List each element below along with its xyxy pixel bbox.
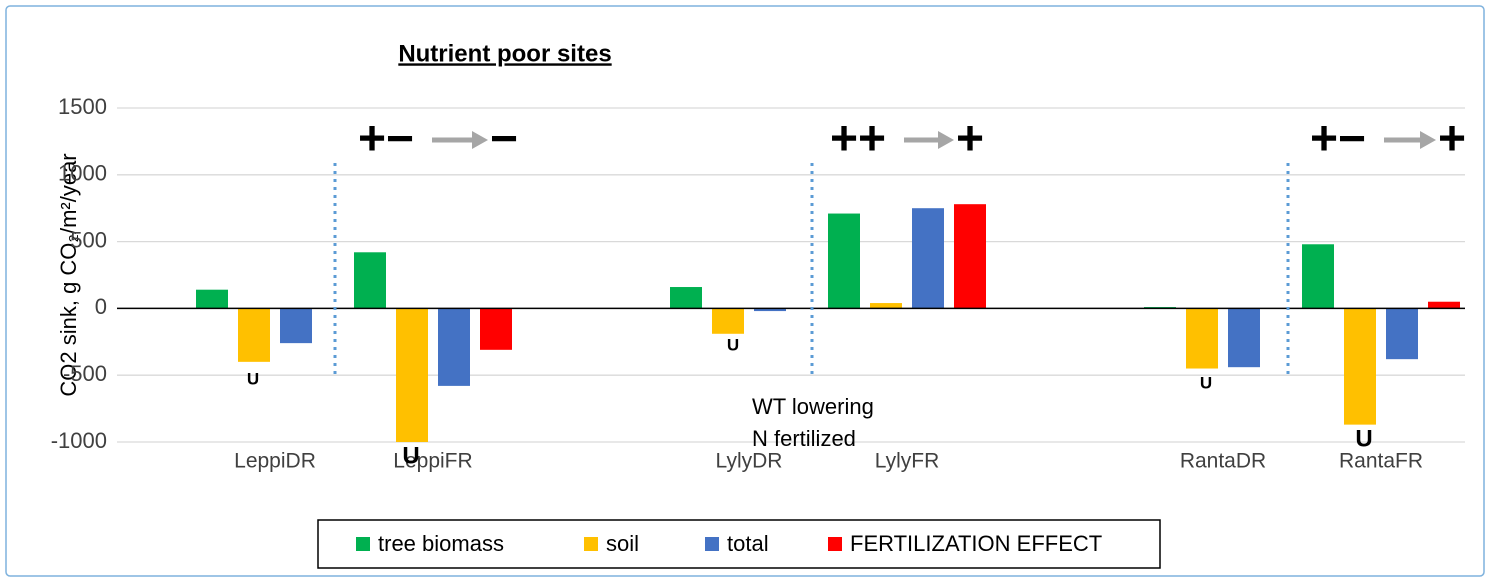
bar: [1228, 308, 1260, 368]
bar: [396, 308, 428, 442]
x-tick-label: RantaDR: [1180, 450, 1266, 473]
legend-label: tree biomass: [378, 531, 504, 556]
u-label: U: [402, 442, 419, 469]
legend-swatch: [828, 537, 842, 551]
bar: [1302, 244, 1334, 309]
u-label: U: [727, 335, 739, 354]
y-axis-label: CO2 sink, g CO₂/m²/year: [56, 153, 81, 396]
bar: [280, 308, 312, 344]
bar: [954, 204, 986, 309]
bar: [670, 287, 702, 309]
note: N fertilized: [752, 426, 856, 451]
bar: [828, 213, 860, 309]
bar: [1344, 308, 1376, 425]
legend-label: total: [727, 531, 769, 556]
frame: [5, 5, 1485, 577]
x-tick-label: LeppiDR: [234, 450, 316, 473]
bar: [196, 289, 228, 309]
bar: [912, 208, 944, 309]
note: WT lowering: [752, 394, 874, 419]
bar: [238, 308, 270, 362]
sign-before: ++: [830, 113, 886, 166]
x-tick-label: LylyDR: [716, 450, 783, 473]
bar: [754, 308, 786, 312]
y-tick-label: 0: [95, 294, 107, 319]
legend-box: [317, 519, 1161, 569]
y-tick-label: -500: [63, 361, 107, 386]
y-tick-label: 1500: [58, 94, 107, 119]
u-label: U: [1200, 373, 1212, 392]
sign-arrowhead: [938, 131, 954, 149]
bar: [1386, 308, 1418, 360]
legend-swatch: [584, 537, 598, 551]
bar: [870, 303, 902, 309]
u-label: U: [1355, 425, 1372, 452]
bar: [712, 308, 744, 334]
y-tick-label: 1000: [58, 161, 107, 186]
bar: [480, 308, 512, 350]
bar: [1428, 301, 1460, 309]
legend-label: soil: [606, 531, 639, 556]
sign-arrowhead: [472, 131, 488, 149]
bar: [438, 308, 470, 386]
legend-label: FERTILIZATION EFFECT: [850, 531, 1102, 556]
sign-after: +: [956, 113, 984, 166]
x-tick-label: LylyFR: [875, 450, 940, 473]
sign-after: −: [490, 113, 518, 166]
sign-arrowhead: [1420, 131, 1436, 149]
legend-swatch: [705, 537, 719, 551]
chart-title: Nutrient poor sites: [398, 40, 611, 67]
bar: [354, 252, 386, 309]
u-label: U: [247, 369, 259, 388]
sign-before: +−: [358, 113, 414, 166]
y-tick-label: 500: [70, 227, 107, 252]
y-tick-label: -1000: [51, 428, 107, 453]
sign-after: +: [1438, 113, 1466, 166]
legend-swatch: [356, 537, 370, 551]
sign-before: +−: [1310, 113, 1366, 166]
x-tick-label: LeppiFR: [393, 450, 472, 473]
x-tick-label: RantaFR: [1339, 450, 1423, 473]
bar: [1186, 308, 1218, 369]
